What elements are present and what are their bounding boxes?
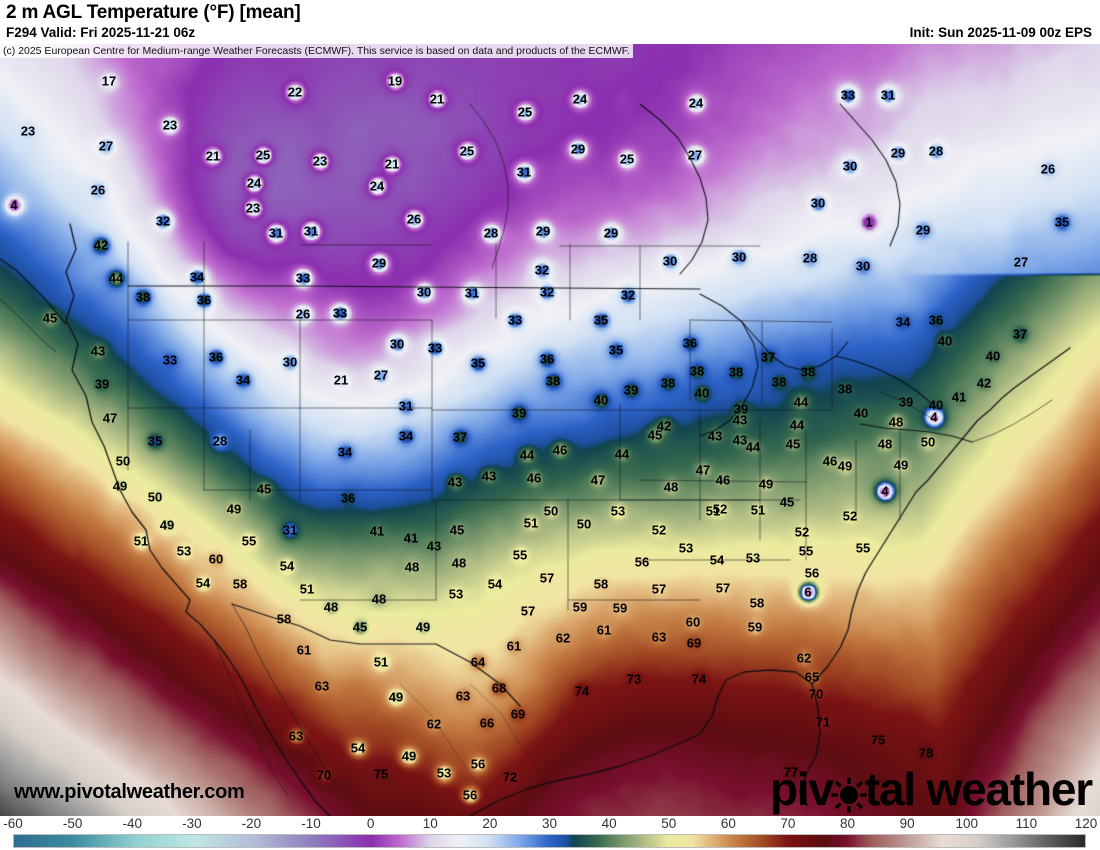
site-url-watermark: www.pivotalweather.com (14, 781, 245, 803)
colorbar-tick-label: -40 (122, 816, 142, 831)
colorbar-gradient (14, 835, 1085, 847)
colorbar-tick-label: 110 (1015, 816, 1038, 831)
brand-watermark-left: piv (770, 763, 834, 815)
map-raster (0, 44, 1100, 816)
colorbar-tick-label: 0 (366, 816, 375, 831)
colorbar-tick-label: -10 (301, 816, 321, 831)
brand-watermark: piv (770, 763, 1093, 815)
colorbar-tick-label: 20 (482, 816, 498, 831)
map-header: 2 m AGL Temperature (°F) [mean] F294 Val… (0, 0, 1100, 44)
colorbar-tick-label: 30 (541, 816, 558, 831)
colorbar-tick-label: 100 (955, 816, 979, 831)
valid-time-label: F294 Valid: Fri 2025-11-21 06z (6, 25, 196, 40)
temperature-map[interactable]: (c) 2025 European Centre for Medium-rang… (0, 44, 1100, 816)
colorbar-tick-label: 40 (601, 816, 617, 831)
colorbar-strip (13, 834, 1086, 848)
colorbar[interactable]: -60 -50 -40 -30 -20 -10 0 10 20 30 40 50 60 70 80 90 100… (0, 816, 1100, 850)
attribution-text: (c) 2025 European Centre for Medium-rang… (0, 44, 633, 58)
colorbar-tick-label: 80 (840, 816, 856, 831)
colorbar-tick-label: 50 (661, 816, 677, 831)
colorbar-tick-label: -30 (182, 816, 202, 831)
colorbar-ticks: -60 -50 -40 -30 -20 -10 0 10 20 30 40 50 60 70 80 90 100… (0, 816, 1100, 833)
colorbar-tick-label: 120 (1074, 816, 1098, 831)
sun-icon (831, 771, 867, 813)
brand-watermark-right: tal weather (864, 763, 1093, 815)
page-title: 2 m AGL Temperature (°F) [mean] (6, 2, 301, 23)
colorbar-tick-label: 10 (422, 816, 438, 831)
colorbar-tick-label: 90 (899, 816, 915, 831)
init-time-label: Init: Sun 2025-11-09 00z EPS (909, 25, 1092, 40)
colorbar-tick-label: -60 (3, 816, 23, 831)
colorbar-tick-label: 60 (720, 816, 736, 831)
colorbar-tick-label: -20 (241, 816, 262, 831)
colorbar-tick-label: 70 (780, 816, 796, 831)
colorbar-tick-label: -50 (62, 816, 83, 831)
